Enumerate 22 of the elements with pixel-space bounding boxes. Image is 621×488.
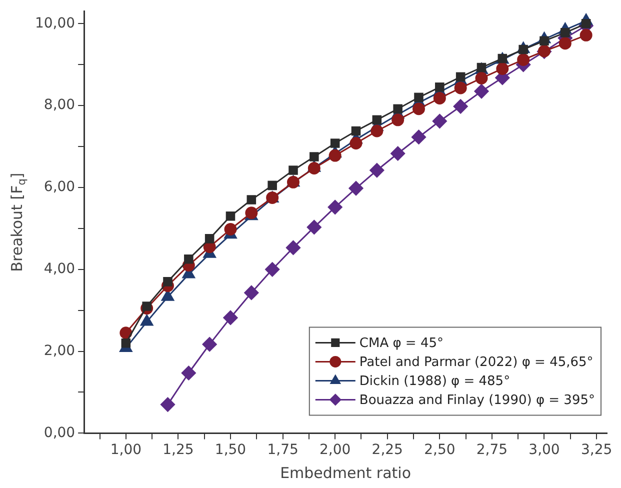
x-tick-label: 2,50 (424, 442, 456, 458)
y-tick-label: 0,00 (44, 424, 76, 441)
y-tick-label: 8,00 (44, 97, 76, 114)
y-tick-label: 6,00 (44, 179, 76, 196)
x-tick-label: 1,75 (267, 442, 298, 458)
x-tick-label: 2,75 (476, 442, 508, 458)
legend-label: Bouazza and Finlay (1990) φ = 395° (359, 393, 596, 408)
y-tick-label: 10,00 (34, 15, 76, 32)
legend-label: CMA φ = 45° (359, 336, 444, 352)
y-axis-title: Breakout [Fq] (8, 172, 28, 272)
x-tick-label: 3,25 (580, 442, 612, 458)
x-tick-label: 1,50 (214, 442, 246, 458)
x-axis-title: Embedment ratio (280, 464, 412, 482)
legend-label: Dickin (1988) φ = 485° (359, 374, 510, 390)
x-tick-label: 1,00 (110, 442, 142, 458)
x-tick-label: 1,25 (162, 442, 194, 458)
y-tick-label: 2,00 (44, 342, 76, 359)
legend-label: Patel and Parmar (2022) φ = 45,65° (359, 355, 594, 370)
x-tick-label: 2,25 (372, 442, 403, 458)
x-tick-label: 2,00 (319, 442, 351, 458)
x-tick-label: 3,00 (528, 442, 560, 458)
y-tick-label: 4,00 (44, 261, 76, 278)
